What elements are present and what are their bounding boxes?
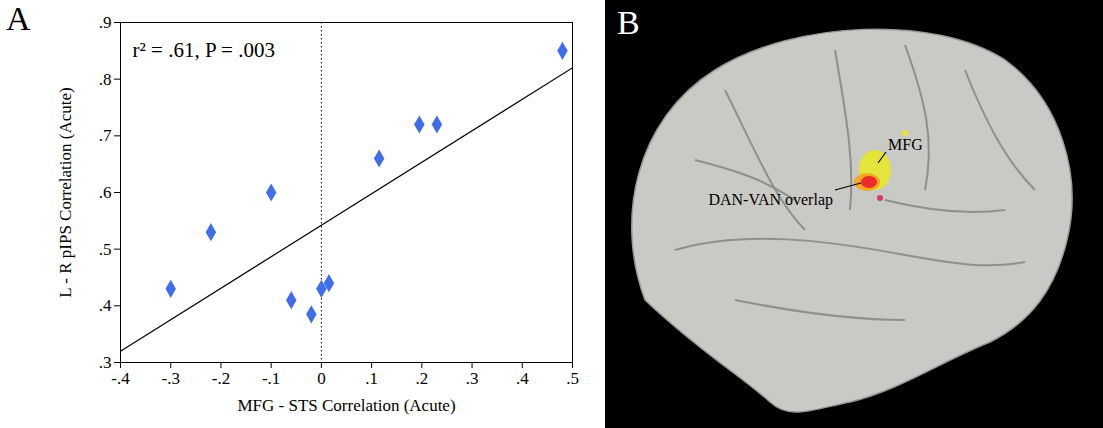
svg-text:.3: .3 xyxy=(466,369,479,388)
svg-text:.5: .5 xyxy=(566,369,579,388)
svg-text:.1: .1 xyxy=(365,369,378,388)
svg-text:-.2: -.2 xyxy=(212,369,230,388)
svg-text:MFG: MFG xyxy=(888,136,923,153)
svg-text:.4: .4 xyxy=(99,296,112,315)
svg-text:MFG - STS Correlation (Acute): MFG - STS Correlation (Acute) xyxy=(237,396,455,415)
svg-text:.4: .4 xyxy=(516,369,529,388)
svg-text:.8: .8 xyxy=(99,70,112,89)
svg-text:-.4: -.4 xyxy=(111,369,130,388)
svg-text:.2: .2 xyxy=(415,369,428,388)
svg-text:L - R pIPS Correlation (Acute): L - R pIPS Correlation (Acute) xyxy=(56,87,75,297)
svg-text:-.1: -.1 xyxy=(262,369,280,388)
html-text:A: A xyxy=(6,0,31,37)
svg-text:.7: .7 xyxy=(99,126,112,145)
svg-text:.3: .3 xyxy=(99,353,112,372)
svg-text:0: 0 xyxy=(317,369,326,388)
svg-text:DAN-VAN overlap: DAN-VAN overlap xyxy=(708,191,833,209)
svg-text:B: B xyxy=(617,4,640,41)
svg-text:.5: .5 xyxy=(99,240,112,259)
svg-text:.6: .6 xyxy=(99,183,112,202)
svg-text:-.3: -.3 xyxy=(162,369,180,388)
svg-text:r² = .61, P = .003: r² = .61, P = .003 xyxy=(133,38,275,62)
svg-text:.9: .9 xyxy=(99,13,112,32)
